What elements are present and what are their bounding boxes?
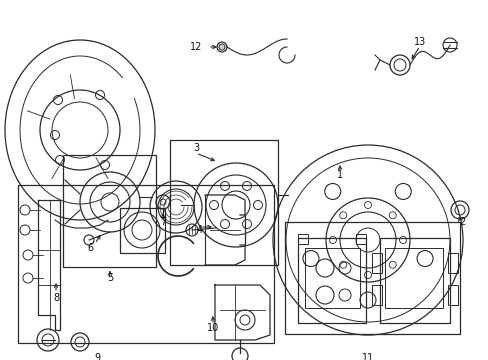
Bar [297,238,365,323]
Text: 3: 3 [193,143,199,153]
Bar [170,140,278,265]
Bar [447,253,457,273]
Text: 13: 13 [413,37,425,47]
Text: 8: 8 [53,293,59,303]
Bar [371,285,381,305]
Bar [305,248,359,308]
Text: 4: 4 [197,225,203,235]
Text: 9: 9 [94,353,100,360]
Bar [447,285,457,305]
Circle shape [217,42,226,52]
Text: 11: 11 [361,353,373,360]
Bar [379,238,449,323]
Bar [355,234,365,244]
Text: 1: 1 [336,170,343,180]
Text: 12: 12 [189,42,202,52]
Bar [63,155,156,267]
Text: 7: 7 [160,217,166,227]
Bar [297,234,307,244]
Text: 10: 10 [206,323,219,333]
Text: 6: 6 [87,243,93,253]
Bar [18,185,273,343]
Bar [120,208,164,253]
Bar [285,222,459,334]
Text: 2: 2 [458,217,464,227]
Bar [384,248,442,308]
Bar [371,253,381,273]
Text: 5: 5 [107,273,113,283]
